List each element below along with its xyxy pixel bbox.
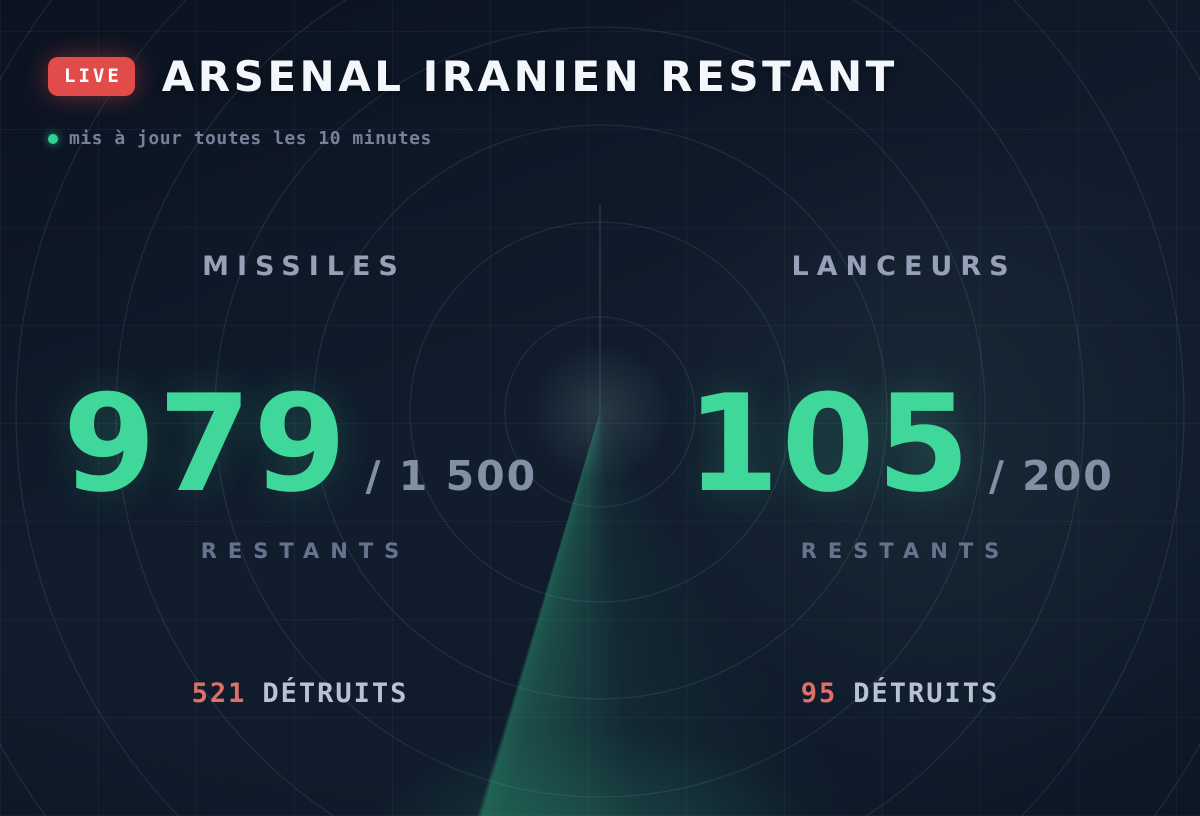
header: LIVE ARSENAL IRANIEN RESTANT xyxy=(0,0,1200,101)
missiles-destroyed-label: DÉTRUITS xyxy=(262,678,409,709)
lanceurs-destroyed-value: 95 xyxy=(800,678,838,709)
missiles-total-value: / 1 500 xyxy=(365,452,538,500)
lanceurs-remaining-label: RESTANTS xyxy=(800,539,1011,563)
live-badge: LIVE xyxy=(48,57,135,96)
update-status: mis à jour toutes les 10 minutes xyxy=(0,101,1200,149)
stat-column-missiles: MISSILES 979 / 1 500 RESTANTS 521 DÉTRUI… xyxy=(0,251,600,709)
page-title: ARSENAL IRANIEN RESTANT xyxy=(161,52,898,101)
lanceurs-destroyed-label: DÉTRUITS xyxy=(853,678,1000,709)
stats-section: MISSILES 979 / 1 500 RESTANTS 521 DÉTRUI… xyxy=(0,251,1200,709)
missiles-destroyed-value: 521 xyxy=(191,678,247,709)
lanceurs-remaining-value: 105 xyxy=(686,366,972,522)
update-indicator-icon xyxy=(48,133,58,144)
missiles-destroyed-row: 521 DÉTRUITS xyxy=(192,678,409,709)
missiles-remaining-label: RESTANTS xyxy=(200,539,411,563)
stat-value-row-lanceurs: 105 / 200 xyxy=(686,377,1114,511)
lanceurs-destroyed-row: 95 DÉTRUITS xyxy=(801,678,1000,709)
stat-label-missiles: MISSILES xyxy=(202,251,406,282)
stat-label-lanceurs: LANCEURS xyxy=(791,251,1017,282)
stat-column-lanceurs: LANCEURS 105 / 200 RESTANTS 95 DÉTRUITS xyxy=(600,251,1200,709)
update-status-text: mis à jour toutes les 10 minutes xyxy=(69,128,432,149)
missiles-remaining-value: 979 xyxy=(62,366,349,522)
lanceurs-total-value: / 200 xyxy=(988,452,1114,500)
stat-value-row-missiles: 979 / 1 500 xyxy=(63,377,537,511)
